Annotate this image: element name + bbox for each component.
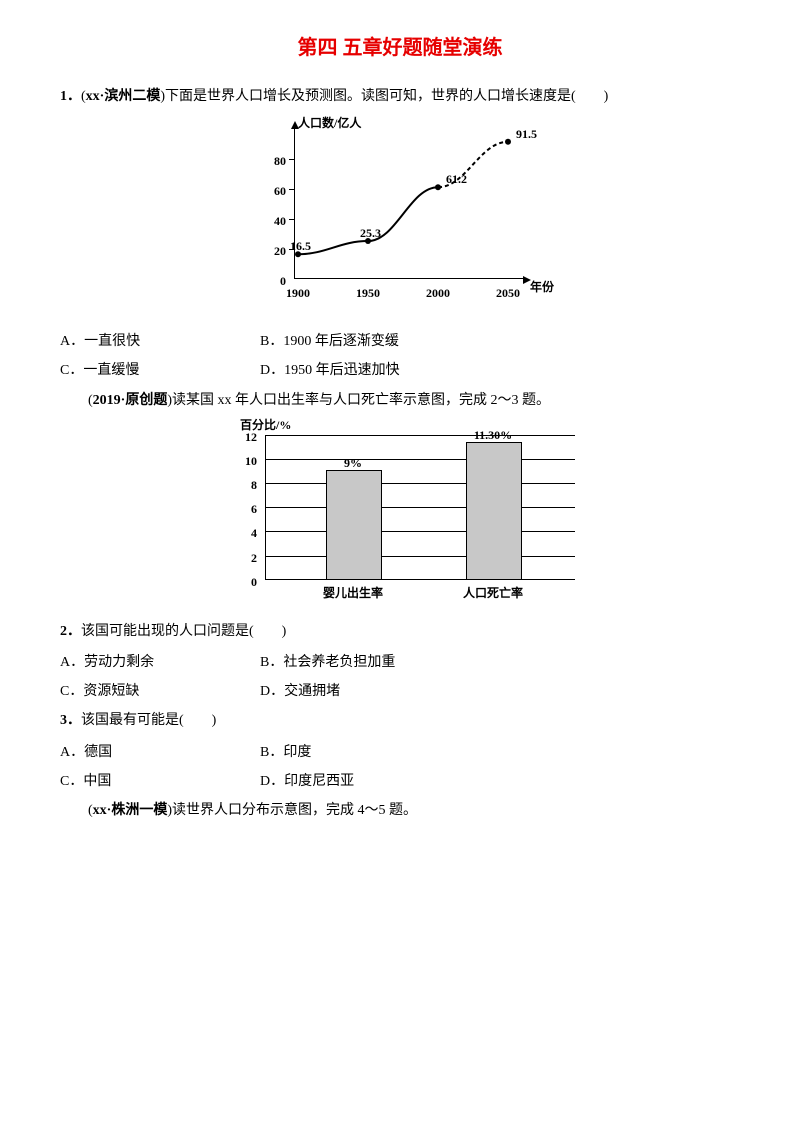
question-1-stem: 1．(xx·滨州二模)下面是世界人口增长及预测图。读图可知，世界的人口增长速度是… [60,84,740,109]
birth-death-rate-chart: 百分比/% 0246810129%婴儿出生率11.30%人口死亡率 [205,419,595,609]
lc-ytick: 20 [246,241,286,263]
q3-options-row2: C．中国 D．印度尼西亚 [60,769,740,794]
q2-opt-b: B．社会养老负担加重 [260,650,395,675]
lc-tick-line [289,189,294,190]
q1-opt-a: A．一直很快 [60,329,260,354]
bc-ytick: 8 [217,475,257,497]
q1-text: 下面是世界人口增长及预测图。读图可知，世界的人口增长速度是( ) [165,89,608,104]
bc-value-label: 9% [344,453,362,475]
q3-opt-a: A．德国 [60,740,260,765]
q3-options-row1: A．德国 B．印度 [60,740,740,765]
q2-options-row2: C．资源短缺 D．交通拥堵 [60,679,740,704]
arrow-up-icon [291,121,299,129]
q3-number: 3． [60,713,81,728]
population-growth-chart: 人口数/亿人 年份 204060800190019502000205016.52… [240,117,560,317]
q2-opt-a: A．劳动力剩余 [60,650,260,675]
q1-options-row1: A．一直很快 B．1900 年后逐渐变缓 [60,329,740,354]
line-chart-svg [294,129,524,279]
q1-opt-d: D．1950 年后迅速加快 [260,358,400,383]
bc-gridline [266,531,575,532]
bc-gridline [266,556,575,557]
passage-2: (2019·原创题)读某国 xx 年人口出生率与人口死亡率示意图，完成 2～3 … [60,388,740,413]
q3-text: 该国最有可能是( ) [81,713,216,728]
bc-gridline [266,459,575,460]
p2-text: 读某国 xx 年人口出生率与人口死亡率示意图，完成 2～3 题。 [172,393,550,408]
q2-number: 2． [60,624,81,639]
lc-xtick: 2050 [496,283,520,305]
lc-tick-line [289,219,294,220]
bar-chart-area [265,435,575,580]
q3-opt-c: C．中国 [60,769,260,794]
question-3-stem: 3．该国最有可能是( ) [60,708,740,733]
bc-ytick: 0 [217,572,257,594]
passage-3: (xx·株洲一模)读世界人口分布示意图，完成 4～5 题。 [60,798,740,823]
lc-ytick: 40 [246,211,286,233]
q3-opt-d: D．印度尼西亚 [260,769,354,794]
q1-number: 1． [60,89,81,104]
bc-bar [326,470,382,579]
bc-xtick: 婴儿出生率 [323,583,383,605]
question-2-stem: 2．该国可能出现的人口问题是( ) [60,619,740,644]
lc-xtick: 1950 [356,283,380,305]
bc-xtick: 人口死亡率 [463,583,523,605]
bc-value-label: 11.30% [474,425,512,447]
lc-data-label: 91.5 [516,124,537,146]
bc-gridline [266,483,575,484]
bc-gridline [266,507,575,508]
bc-ytick: 4 [217,523,257,545]
lc-xtick: 2000 [426,283,450,305]
bc-ytick: 12 [217,427,257,449]
q1-options-row2: C．一直缓慢 D．1950 年后迅速加快 [60,358,740,383]
p3-text: 读世界人口分布示意图，完成 4～5 题。 [172,803,417,818]
q2-opt-c: C．资源短缺 [60,679,260,704]
bc-ytick: 10 [217,451,257,473]
bc-gridline [266,435,575,436]
q2-text: 该国可能出现的人口问题是( ) [81,624,286,639]
lc-ytick: 80 [246,151,286,173]
q2-opt-d: D．交通拥堵 [260,679,340,704]
lc-ytick: 0 [246,271,286,293]
lc-data-label: 25.3 [360,223,381,245]
lc-xlabel: 年份 [530,277,554,299]
p3-source: xx·株洲一模 [93,803,168,818]
lc-xtick: 1900 [286,283,310,305]
lc-tick-line [289,159,294,160]
q1-source: xx·滨州二模 [86,89,161,104]
q3-opt-b: B．印度 [260,740,311,765]
page-title: 第四 五章好题随堂演练 [60,30,740,66]
bc-ytick: 2 [217,548,257,570]
q1-opt-c: C．一直缓慢 [60,358,260,383]
q1-opt-b: B．1900 年后逐渐变缓 [260,329,399,354]
lc-data-label: 61.2 [446,169,467,191]
lc-ytick: 60 [246,181,286,203]
q2-options-row1: A．劳动力剩余 B．社会养老负担加重 [60,650,740,675]
bc-bar [466,442,522,579]
lc-data-label: 16.5 [290,236,311,258]
bc-ytick: 6 [217,499,257,521]
p2-source: 2019·原创题 [93,393,168,408]
